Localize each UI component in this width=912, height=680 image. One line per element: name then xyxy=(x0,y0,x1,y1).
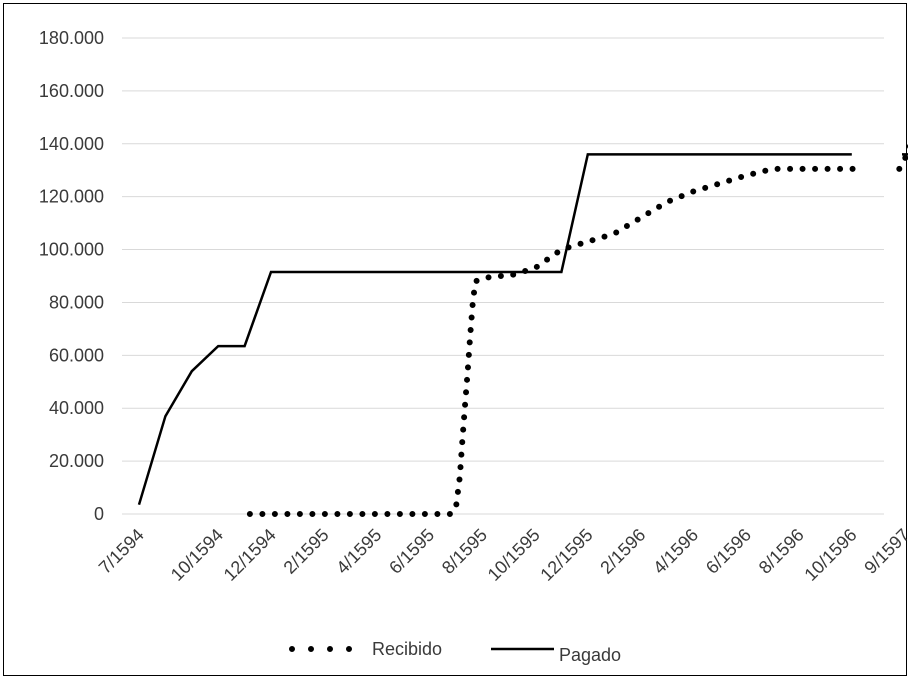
y-tick-label: 20.000 xyxy=(49,451,104,471)
x-tick-label: 8/1595 xyxy=(438,525,491,578)
x-tick-label: 10/1596 xyxy=(800,525,860,585)
x-tick-label: 12/1595 xyxy=(536,525,596,585)
series-group xyxy=(137,142,908,517)
series-line-recibido xyxy=(896,142,908,172)
x-tick-label: 9/1597 xyxy=(860,525,908,578)
legend-item-pagado: Pagado xyxy=(491,645,621,665)
legend-label: Recibido xyxy=(372,639,442,659)
y-tick-label: 120.000 xyxy=(39,187,104,207)
gridlines xyxy=(122,37,884,515)
y-axis-ticks: 0 20.000 40.000 60.000 80.000 100.000 120.000 1… xyxy=(39,28,104,524)
y-tick-label: 60.000 xyxy=(49,345,104,365)
y-tick-label: 100.000 xyxy=(39,240,104,260)
x-tick-label: 10/1595 xyxy=(484,525,544,585)
series-line-pagado xyxy=(137,153,852,506)
chart-frame: 0 20.000 40.000 60.000 80.000 100.000 120.000 1… xyxy=(3,3,908,676)
y-tick-label: 160.000 xyxy=(39,81,104,101)
legend: Recibido Pagado xyxy=(289,639,621,665)
x-tick-label: 4/1595 xyxy=(332,525,385,578)
legend-label: Pagado xyxy=(559,645,621,665)
x-tick-label: 6/1595 xyxy=(385,525,438,578)
x-tick-label: 7/1594 xyxy=(95,525,148,578)
series-line-recibido xyxy=(246,165,858,517)
line-chart: 0 20.000 40.000 60.000 80.000 100.000 120.000 1… xyxy=(39,28,908,665)
y-tick-label: 40.000 xyxy=(49,398,104,418)
x-tick-label: 10/1594 xyxy=(167,525,227,585)
x-tick-label: 4/1596 xyxy=(649,525,702,578)
y-tick-label: 180.000 xyxy=(39,28,104,48)
y-tick-label: 140.000 xyxy=(39,134,104,154)
series-recibido xyxy=(246,142,908,517)
x-tick-label: 6/1596 xyxy=(702,525,755,578)
x-tick-label: 2/1595 xyxy=(280,525,333,578)
x-tick-label: 12/1594 xyxy=(220,525,280,585)
y-tick-label: 0 xyxy=(94,504,104,524)
x-tick-label: 8/1596 xyxy=(755,525,808,578)
series-pagado xyxy=(137,153,908,506)
y-tick-label: 80.000 xyxy=(49,292,104,312)
x-tick-label: 2/1596 xyxy=(596,525,649,578)
legend-item-recibido: Recibido xyxy=(289,639,442,659)
